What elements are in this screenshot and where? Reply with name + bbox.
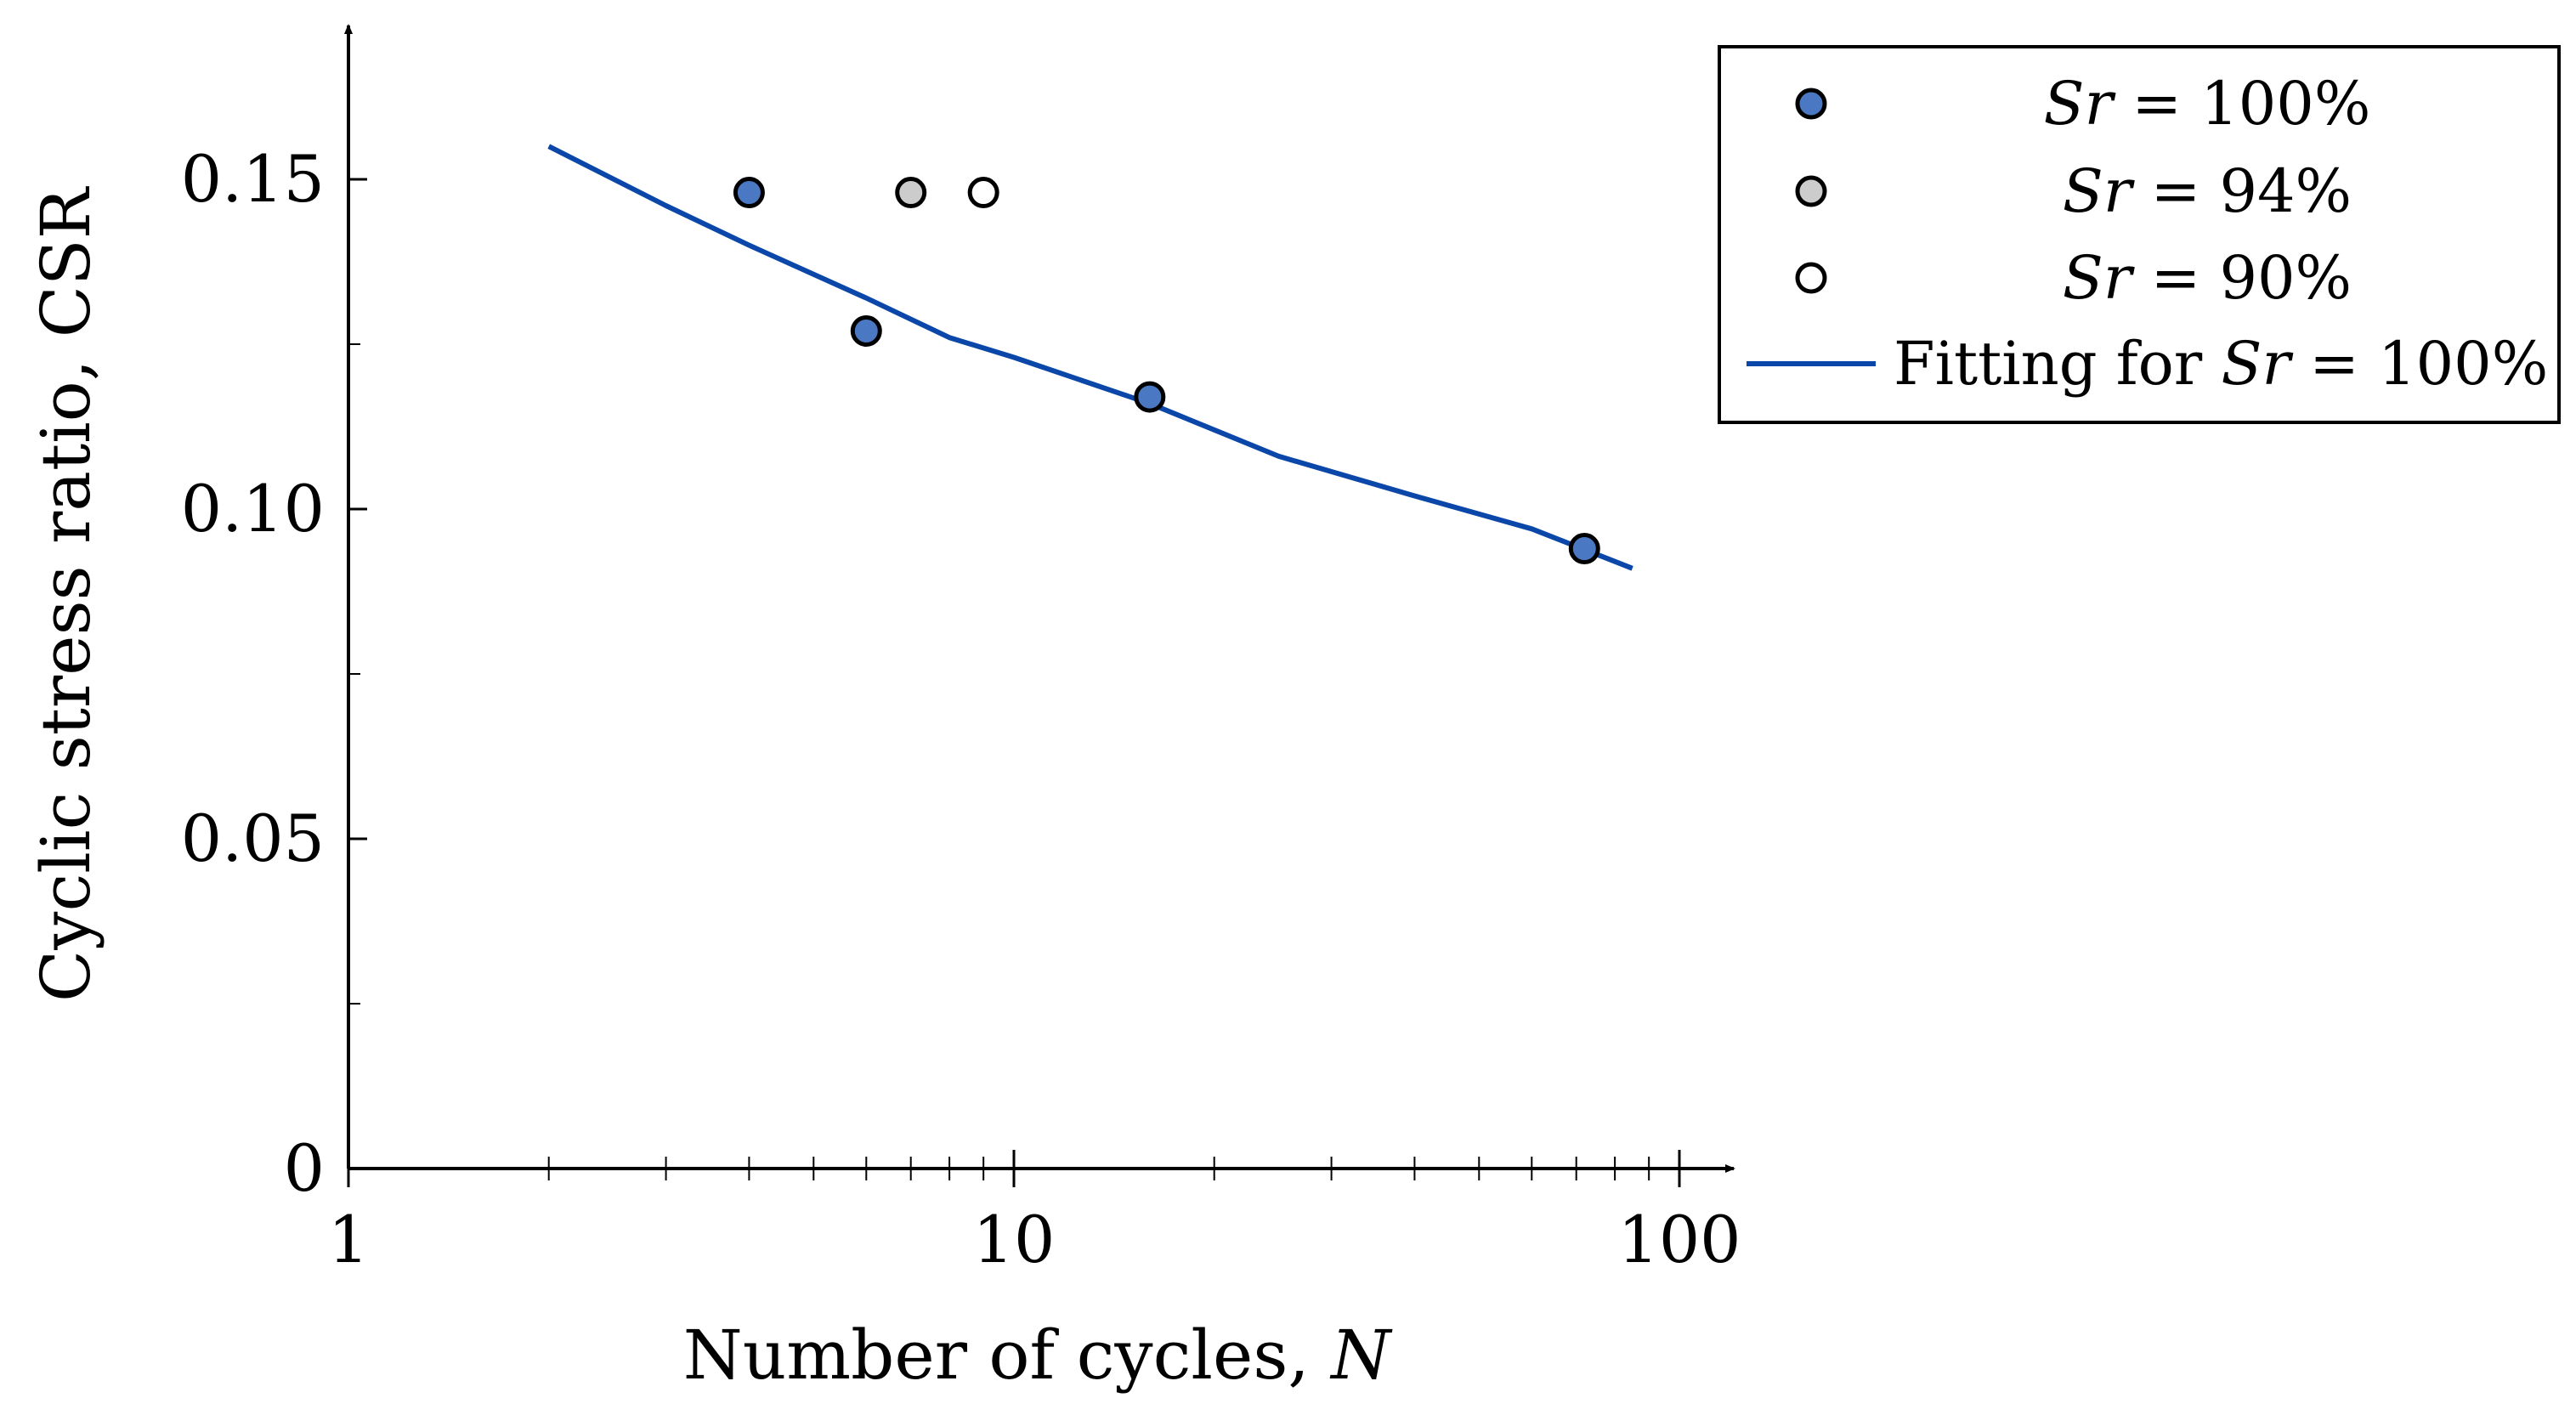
data-point-series-2 (895, 177, 927, 209)
data-point-series-1 (1568, 533, 1600, 565)
x-tick-label: 1 (328, 1202, 369, 1277)
legend-label: Sr = 100% (2044, 69, 2371, 139)
legend-label: Sr = 90% (2063, 243, 2352, 313)
x-axis-title: Number of cycles, N (683, 1316, 1393, 1395)
legend-box (1718, 45, 2561, 424)
y-axis-title: Cyclic stress ratio, CSR (26, 185, 105, 1002)
legend-label: Sr = 94% (2063, 156, 2352, 226)
x-ticks: 1 10 100 (328, 1150, 1741, 1277)
legend-marker-swatch (1795, 88, 1827, 120)
legend-label: Fitting for Sr = 100% (1894, 329, 2548, 399)
y-tick-label: 0 (284, 1130, 325, 1206)
data-point-series-1 (850, 314, 882, 347)
y-ticks: 0 0.05 0.10 0.15 (181, 141, 367, 1206)
data-point-series-1 (1134, 381, 1166, 413)
data-point-series-3 (967, 177, 999, 209)
points-layer (733, 177, 1600, 565)
legend-marker-swatch (1795, 175, 1827, 207)
fit-curve (547, 144, 1633, 571)
data-point-series-1 (733, 177, 765, 209)
x-tick-label: 100 (1617, 1202, 1741, 1277)
y-tick-label: 0.10 (181, 471, 325, 546)
x-tick-label: 10 (973, 1202, 1056, 1277)
legend: Sr = 100% Sr = 94% Sr = 90% Fitting for Sr … (1718, 45, 2561, 424)
y-tick-label: 0.15 (181, 141, 325, 217)
fit-layer (547, 144, 1633, 571)
y-tick-label: 0.05 (181, 801, 325, 876)
legend-marker-swatch (1795, 262, 1827, 294)
